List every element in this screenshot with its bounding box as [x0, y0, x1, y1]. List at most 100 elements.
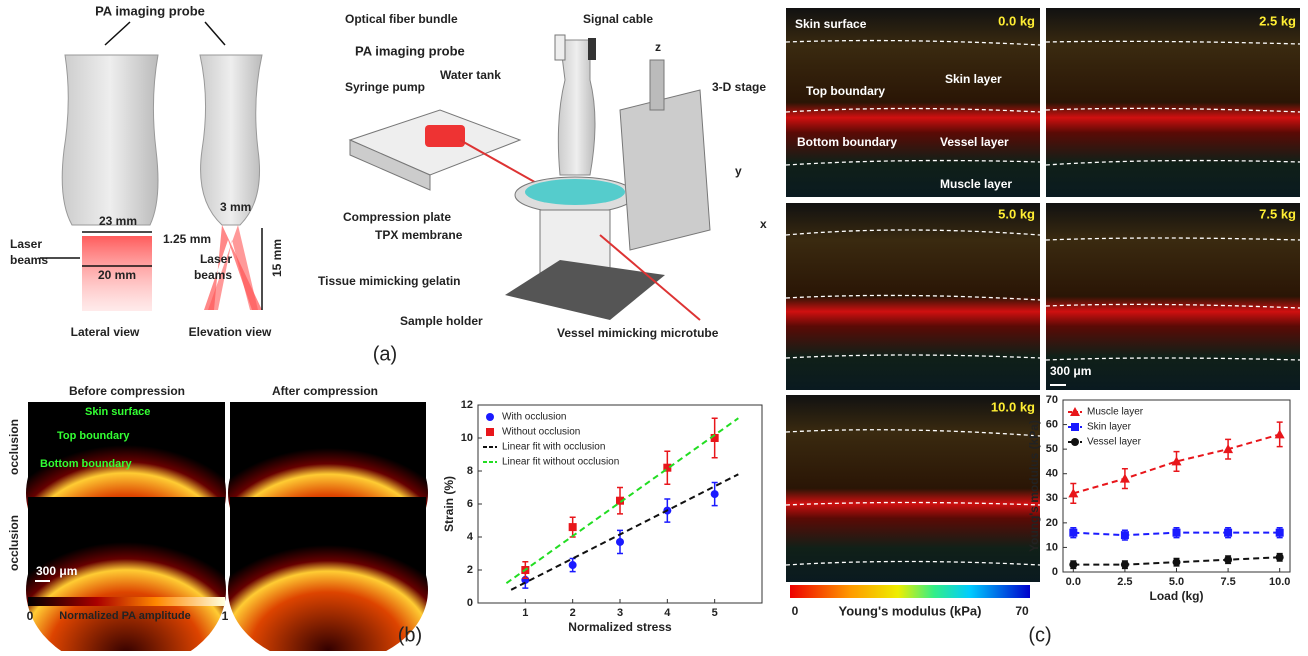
- setup-label: Signal cable: [583, 12, 653, 26]
- marker: [1121, 561, 1129, 569]
- panel-label: (c): [1028, 624, 1051, 646]
- marker: [1069, 561, 1077, 569]
- legend-label: Linear fit with occlusion: [502, 442, 605, 453]
- colorbar-min: 0: [792, 604, 799, 618]
- x-tick-label: 1: [522, 607, 528, 619]
- laser-label: Laser: [200, 252, 232, 266]
- annotation: Vessel layer: [940, 135, 1009, 149]
- annotation: Bottom boundary: [797, 135, 897, 149]
- x-tick-label: 10.0: [1269, 576, 1290, 588]
- colorbar-title: Young's modulus (kPa): [839, 603, 982, 618]
- x-tick-label: 2.5: [1117, 576, 1132, 588]
- legend-marker: [1071, 423, 1079, 431]
- colorbar-title: Normalized PA amplitude: [59, 610, 190, 622]
- x-tick-label: 7.5: [1220, 576, 1235, 588]
- y-tick-label: 8: [467, 465, 473, 477]
- annotation: Muscle layer: [940, 177, 1012, 191]
- setup-label: Syringe pump: [345, 80, 425, 94]
- row-title: occlusion: [7, 419, 21, 475]
- scale-bar-label: 300 μm: [36, 564, 77, 578]
- marker: [1276, 529, 1284, 537]
- marker: [1173, 529, 1181, 537]
- panel-label: (a): [373, 343, 397, 365]
- load-label: 2.5 kg: [1259, 13, 1296, 28]
- annotation: Skin surface: [85, 406, 150, 418]
- setup-label: Tissue mimicking gelatin: [318, 274, 461, 288]
- x-axis-label: Normalized stress: [568, 620, 672, 634]
- laser-label: beams: [194, 268, 232, 282]
- annotation: Bottom boundary: [40, 458, 133, 470]
- view-label: Lateral view: [71, 325, 140, 339]
- y-tick-label: 50: [1046, 443, 1058, 455]
- marker: [711, 490, 719, 498]
- setup-label: Vessel mimicking microtube: [557, 326, 719, 340]
- marker: [1069, 529, 1077, 537]
- y-tick-label: 10: [461, 432, 473, 444]
- figure: PA imaging probe 23 mm Laser beams 20 mm…: [0, 0, 1308, 651]
- laser-label: beams: [10, 253, 48, 267]
- load-label: 0.0 kg: [998, 13, 1035, 28]
- legend-marker: [486, 413, 494, 421]
- legend-label: Vessel layer: [1087, 437, 1142, 448]
- y-tick-label: 0: [1052, 566, 1058, 578]
- y-tick-label: 0: [467, 597, 473, 609]
- scale-bar-label: 300 μm: [1050, 364, 1091, 378]
- y-tick-label: 6: [467, 498, 473, 510]
- y-tick-label: 40: [1046, 468, 1058, 480]
- dimension: 1.25 mm: [163, 232, 211, 246]
- marker: [616, 538, 624, 546]
- y-tick-label: 10: [1046, 541, 1058, 553]
- panel-label: (b): [398, 624, 422, 646]
- marker: [569, 523, 577, 531]
- y-tick-label: 2: [467, 564, 473, 576]
- y-tick-label: 60: [1046, 418, 1058, 430]
- setup-label: Water tank: [440, 68, 501, 82]
- marker: [1224, 529, 1232, 537]
- legend-marker: [1071, 438, 1079, 446]
- load-label: 10.0 kg: [991, 399, 1035, 414]
- marker: [1121, 531, 1129, 539]
- axis-letter: z: [655, 40, 661, 54]
- dimension: 15 mm: [270, 239, 284, 277]
- setup-label: 3-D stage: [712, 80, 766, 94]
- annotation: Top boundary: [806, 84, 885, 98]
- annotation: Top boundary: [57, 430, 130, 442]
- setup-label: Compression plate: [343, 210, 451, 224]
- setup-label: PA imaging probe: [355, 43, 465, 58]
- legend-label: With occlusion: [502, 412, 566, 423]
- load-label: 5.0 kg: [998, 206, 1035, 221]
- colorbar-min: 0: [27, 609, 34, 623]
- row-title: occlusion: [7, 515, 21, 571]
- dimension: 23 mm: [99, 214, 137, 228]
- setup-label: Optical fiber bundle: [345, 12, 458, 26]
- x-tick-label: 2: [570, 607, 576, 619]
- y-axis-label: Young's modulus (kPa): [1027, 420, 1041, 552]
- column-title: After compression: [272, 384, 378, 398]
- legend-label: Without occlusion: [502, 427, 580, 438]
- y-tick-label: 4: [467, 531, 474, 543]
- legend-label: Muscle layer: [1087, 407, 1144, 418]
- colorbar-max: 1: [222, 609, 229, 623]
- y-tick-label: 70: [1046, 394, 1058, 406]
- load-label: 7.5 kg: [1259, 206, 1296, 221]
- marker: [569, 561, 577, 569]
- x-tick-label: 5: [712, 607, 718, 619]
- dimension: 3 mm: [220, 200, 251, 214]
- legend-label: Linear fit without occlusion: [502, 457, 619, 468]
- marker: [1224, 556, 1232, 564]
- laser-label: Laser: [10, 237, 42, 251]
- x-tick-label: 3: [617, 607, 623, 619]
- y-tick-label: 20: [1046, 517, 1058, 529]
- probe-label: PA imaging probe: [95, 3, 205, 18]
- legend-label: Skin layer: [1087, 422, 1132, 433]
- y-axis-label: Strain (%): [442, 476, 456, 532]
- annotation: Skin layer: [945, 72, 1002, 86]
- dimension: 20 mm: [98, 268, 136, 282]
- x-tick-label: 5.0: [1169, 576, 1184, 588]
- x-axis-label: Load (kg): [1150, 589, 1204, 603]
- annotation: Skin surface: [795, 17, 867, 31]
- marker: [1276, 553, 1284, 561]
- marker: [1173, 558, 1181, 566]
- colorbar-max: 70: [1015, 604, 1029, 618]
- axis-letter: x: [760, 217, 767, 231]
